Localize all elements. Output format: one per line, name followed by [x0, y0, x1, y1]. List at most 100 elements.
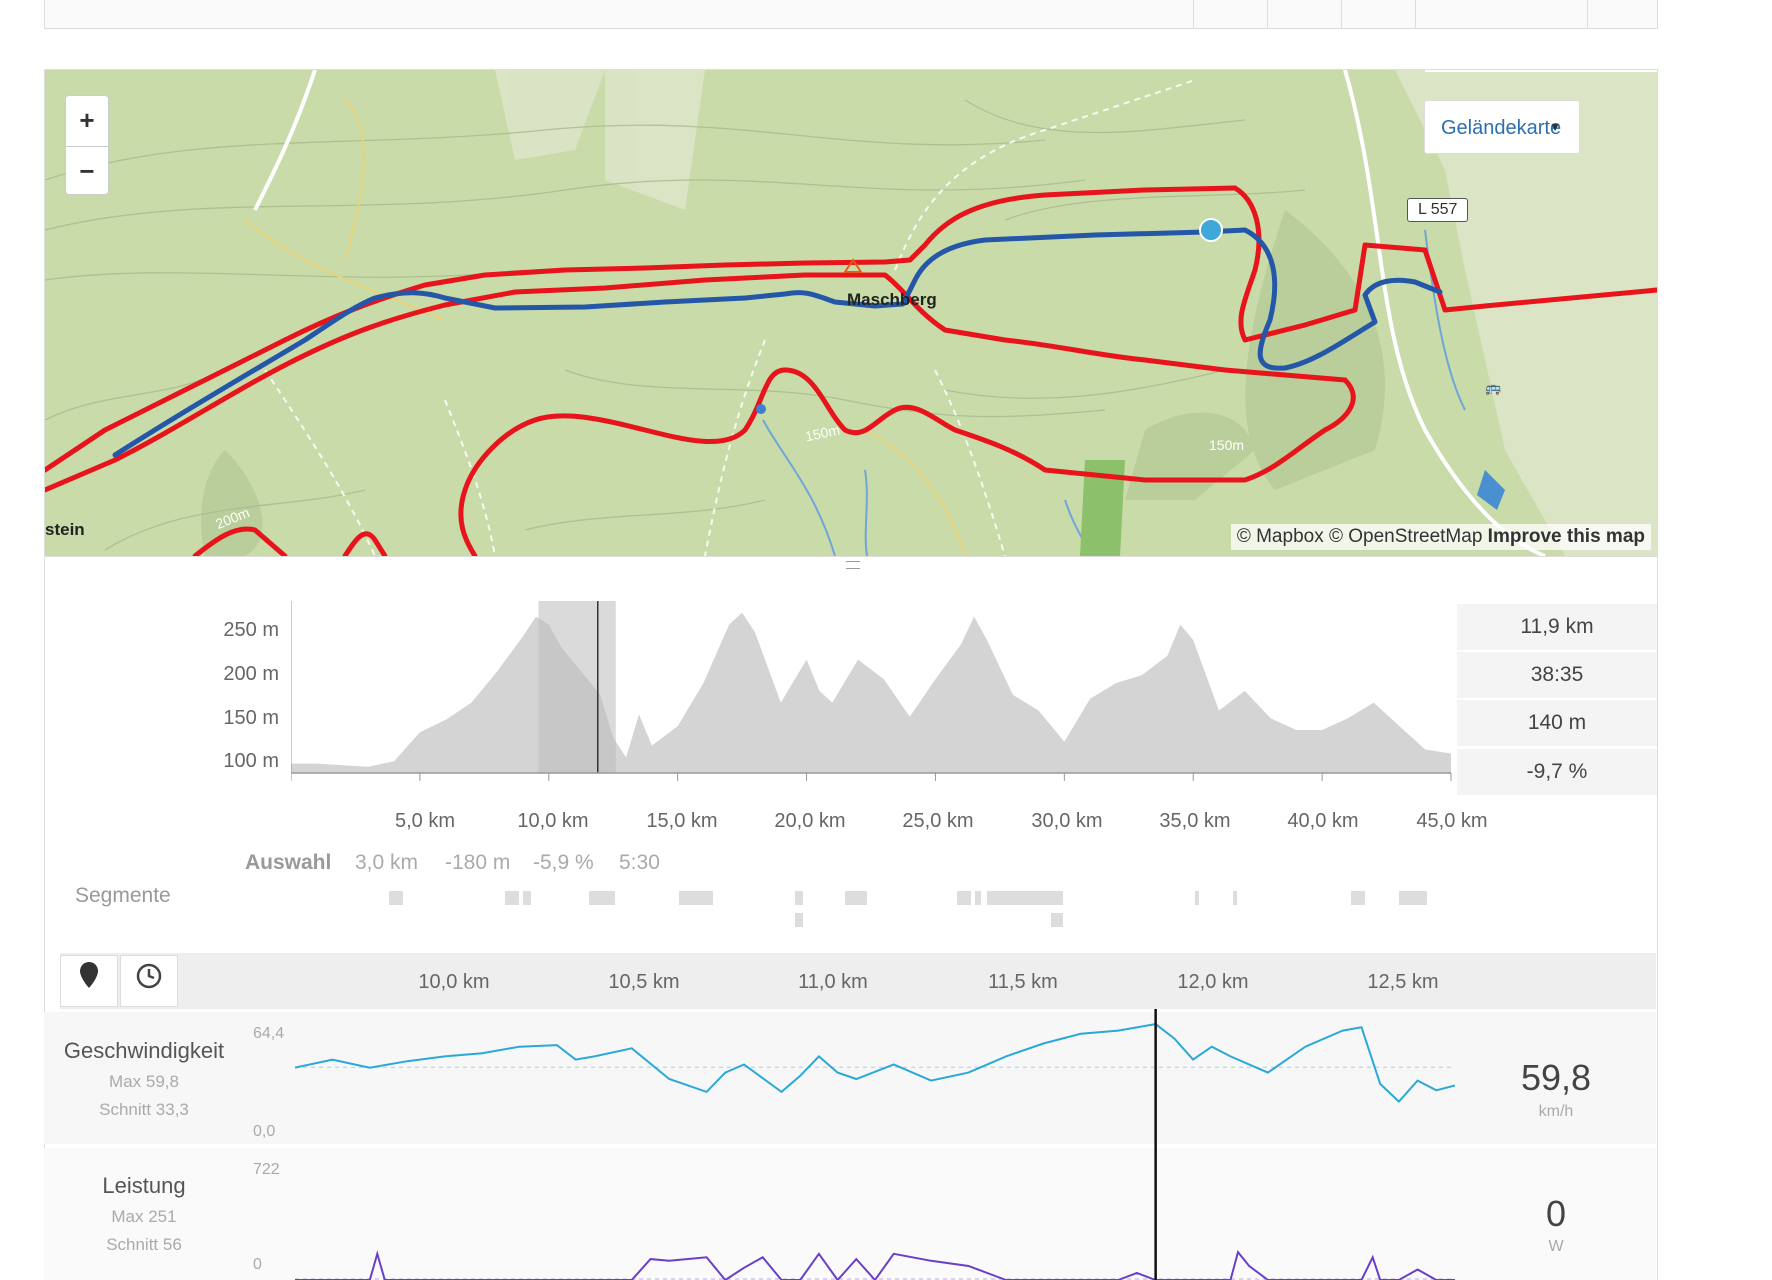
route-red: [45, 185, 1657, 556]
power-avg: Schnitt 56: [106, 1235, 182, 1254]
elevation-panel: 250 m 200 m 150 m 100 m 5,0 km 10,0 km 1…: [44, 573, 1658, 953]
bus-stop-icon: 🚌: [1485, 381, 1501, 396]
speed-y-min: 0,0: [253, 1123, 276, 1140]
selection-window: [538, 601, 616, 773]
route-blue: [112, 227, 1443, 458]
segment-bar[interactable]: [1195, 891, 1199, 905]
power-current: 0: [1545, 1193, 1567, 1234]
segment-bar[interactable]: [795, 891, 803, 905]
scale-tick: 12,0 km: [1177, 971, 1249, 993]
zoom-in-button[interactable]: +: [79, 105, 95, 135]
speed-y-max: 64,4: [253, 1025, 285, 1042]
map-layer-label: Geländekarte: [1441, 117, 1562, 139]
contour-label: 150m: [1209, 437, 1245, 453]
detail-charts[interactable]: [295, 1009, 1455, 1280]
segment-bar[interactable]: [795, 913, 803, 927]
toolbar-separator: [1587, 0, 1588, 28]
speed-unit: km/h: [1538, 1103, 1574, 1120]
attribution-text: © Mapbox © OpenStreetMap: [1236, 526, 1483, 547]
meadow-patch: [1080, 460, 1125, 556]
segment-bar[interactable]: [679, 891, 713, 905]
place-label: Maschberg: [847, 290, 937, 309]
speed-avg: Schnitt 33,3: [99, 1100, 189, 1119]
spring-icon: [756, 404, 766, 414]
segment-bar[interactable]: [957, 891, 971, 905]
speed-title: Geschwindigkeit: [63, 1038, 225, 1063]
segment-bar[interactable]: [589, 891, 615, 905]
power-max: Max 251: [111, 1207, 177, 1226]
power-label-block: Leistung Max 251 Schnitt 56: [44, 1173, 244, 1255]
speed-row: [44, 1012, 1656, 1144]
stat-distance: 11,9 km: [1457, 604, 1657, 650]
top-toolbar: [44, 0, 1658, 29]
power-y-max: 722: [253, 1161, 280, 1178]
y-tick: 100 m: [223, 750, 279, 772]
segment-bar[interactable]: [1399, 891, 1427, 905]
contour-lines: [45, 99, 1306, 551]
scale-tick: 12,5 km: [1367, 971, 1439, 993]
speed-current: 59,8: [1520, 1057, 1592, 1098]
segments-label: Segmente: [75, 884, 171, 907]
segment-bar[interactable]: [1351, 891, 1365, 905]
x-tick: 40,0 km: [1287, 810, 1359, 832]
route-map[interactable]: 🚌 + − Geländekarte ▼ L 557 Maschberg ste…: [44, 69, 1658, 557]
water-pool: [1477, 470, 1505, 510]
map-attribution: © Mapbox © OpenStreetMap Improve this ma…: [1230, 524, 1651, 550]
x-tick: 45,0 km: [1416, 810, 1488, 832]
toolbar-separator: [1341, 0, 1342, 28]
power-unit: W: [1548, 1238, 1564, 1255]
light-patches: [495, 70, 1657, 556]
map-layer-dropdown[interactable]: Geländekarte ▼: [1424, 100, 1580, 154]
segment-bar[interactable]: [505, 891, 519, 905]
scale-tick: 10,0 km: [418, 971, 490, 993]
x-tick: 20,0 km: [774, 810, 846, 832]
tracks: [244, 99, 966, 556]
zoom-control: + −: [65, 95, 109, 195]
position-marker[interactable]: [1199, 218, 1223, 242]
y-tick: 150 m: [223, 707, 279, 729]
segment-bar[interactable]: [389, 891, 403, 905]
map-resize-handle[interactable]: [44, 555, 1658, 573]
x-tick: 35,0 km: [1159, 810, 1231, 832]
speed-max: Max 59,8: [109, 1072, 179, 1091]
segment-bar[interactable]: [1233, 891, 1237, 905]
map-marker-icon[interactable]: [60, 955, 118, 1007]
selection-grade: -5,9 %: [533, 851, 594, 874]
speed-series-line: [295, 1023, 1455, 1104]
segment-bar[interactable]: [987, 891, 1063, 905]
segment-bar[interactable]: [1051, 913, 1063, 927]
stat-elevation: 140 m: [1457, 700, 1657, 746]
elevation-chart[interactable]: [291, 601, 1461, 801]
power-series-line: [295, 1249, 1455, 1280]
detail-scale-bar: 10,0 km 10,5 km 11,0 km 11,5 km 12,0 km …: [60, 953, 1656, 1009]
caret-down-icon: ▼: [1549, 120, 1561, 134]
elevation-area: [291, 612, 1451, 773]
peak-icon: [843, 258, 863, 273]
segment-bar[interactable]: [523, 891, 531, 905]
stat-grade: -9,7 %: [1457, 749, 1657, 795]
scale-tick: 11,5 km: [988, 971, 1058, 993]
stat-time: 38:35: [1457, 652, 1657, 698]
power-row: [44, 1148, 1656, 1280]
segment-bar[interactable]: [845, 891, 867, 905]
map-canvas: 🚌: [45, 70, 1657, 556]
clock-icon[interactable]: [120, 955, 178, 1007]
toolbar-separator: [1415, 0, 1416, 28]
place-label-left: stein: [45, 520, 85, 539]
segment-bar[interactable]: [975, 891, 981, 905]
grip-icon: [846, 561, 860, 569]
segments-track: [45, 883, 1657, 933]
selection-time: 5:30: [619, 851, 660, 874]
scale-tick: 11,0 km: [798, 971, 868, 993]
x-tick: 10,0 km: [517, 810, 589, 832]
power-y-min: 0: [253, 1256, 262, 1273]
improve-map-link[interactable]: Improve this map: [1487, 526, 1645, 547]
scale-tick: 10,5 km: [608, 971, 680, 993]
toolbar-separator: [1267, 0, 1268, 28]
x-tick: 5,0 km: [394, 810, 456, 832]
speed-label-block: Geschwindigkeit Max 59,8 Schnitt 33,3: [44, 1038, 244, 1120]
power-title: Leistung: [102, 1173, 186, 1198]
zoom-out-button[interactable]: −: [66, 146, 108, 195]
selection-elevation: -180 m: [445, 851, 511, 874]
selection-distance: 3,0 km: [355, 851, 419, 874]
